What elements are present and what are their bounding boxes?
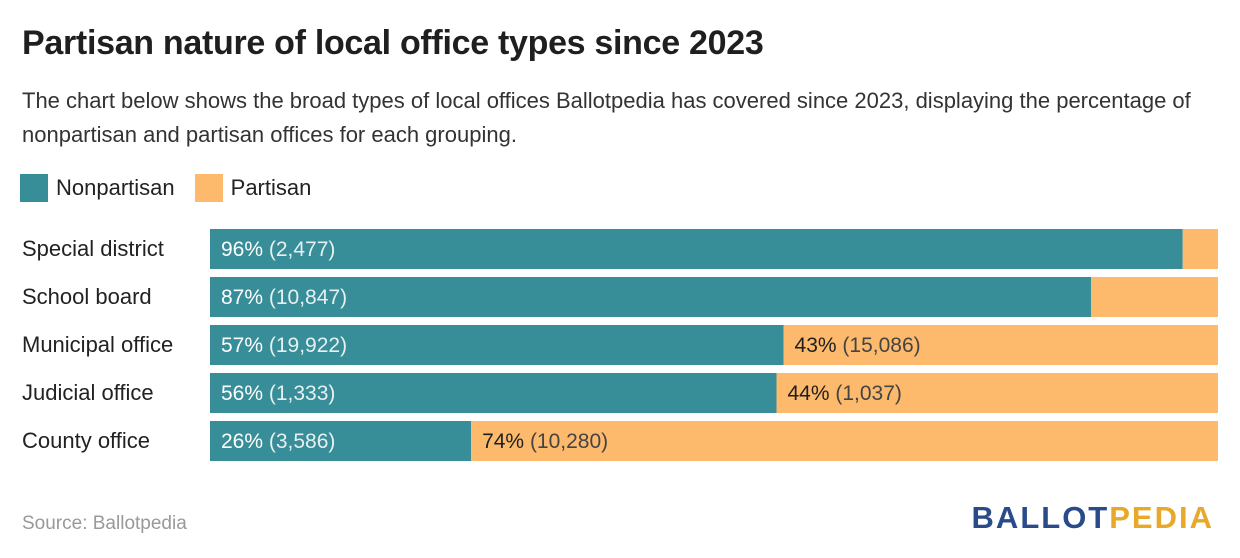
chart-title: Partisan nature of local office types si…	[22, 24, 764, 62]
bar-nonpartisan-school-board	[210, 277, 1091, 317]
data-label-partisan-county-office: 74% (10,280)	[482, 430, 608, 453]
bar-partisan-municipal-office	[783, 325, 1218, 365]
legend-item-partisan: Partisan	[194, 174, 312, 202]
bar-partisan-judicial-office	[776, 373, 1218, 413]
bar-chart: Special district 96% (2,477) School board 8…	[22, 229, 1218, 461]
data-label-nonpartisan-judicial-office: 56% (1,333)	[221, 382, 335, 405]
bar-nonpartisan-county-office	[210, 421, 472, 461]
data-label-nonpartisan-county-office: 26% (3,586)	[221, 430, 335, 453]
chart-subtitle: The chart below shows the broad types of…	[22, 88, 1191, 147]
data-label-partisan-municipal-office: 43% (15,086)	[795, 334, 921, 357]
legend-swatch-partisan	[194, 174, 223, 202]
row-label-municipal-office: Municipal office	[22, 332, 173, 357]
legend-label-partisan: Partisan	[230, 175, 312, 200]
row-label-school-board: School board	[22, 284, 152, 309]
legend-item-nonpartisan: Nonpartisan	[20, 174, 175, 202]
bar-nonpartisan-municipal-office	[210, 325, 784, 365]
bar-nonpartisan-special-district	[210, 229, 1183, 269]
bar-partisan-school-board	[1090, 277, 1218, 317]
row-label-judicial-office: Judicial office	[22, 380, 154, 405]
data-label-nonpartisan-special-district: 96% (2,477)	[221, 238, 335, 261]
source-note: Source: Ballotpedia	[22, 513, 187, 534]
ballotpedia-logo: BALLOTPEDIA	[972, 500, 1214, 536]
data-label-nonpartisan-school-board: 87% (10,847)	[221, 286, 347, 309]
row-label-special-district: Special district	[22, 236, 164, 261]
bar-nonpartisan-judicial-office	[210, 373, 777, 413]
bar-partisan-county-office	[471, 421, 1218, 461]
data-label-partisan-judicial-office: 44% (1,037)	[787, 382, 901, 405]
row-label-county-office: County office	[22, 428, 150, 453]
data-label-nonpartisan-municipal-office: 57% (19,922)	[221, 334, 347, 357]
logo-text-ballot: BALLOT	[971, 500, 1110, 535]
logo-text-pedia: PEDIA	[1109, 500, 1214, 535]
legend-swatch-nonpartisan	[20, 174, 48, 202]
legend-label-nonpartisan: Nonpartisan	[56, 175, 175, 200]
legend: Nonpartisan Partisan	[20, 174, 331, 202]
bar-partisan-special-district	[1182, 229, 1218, 269]
